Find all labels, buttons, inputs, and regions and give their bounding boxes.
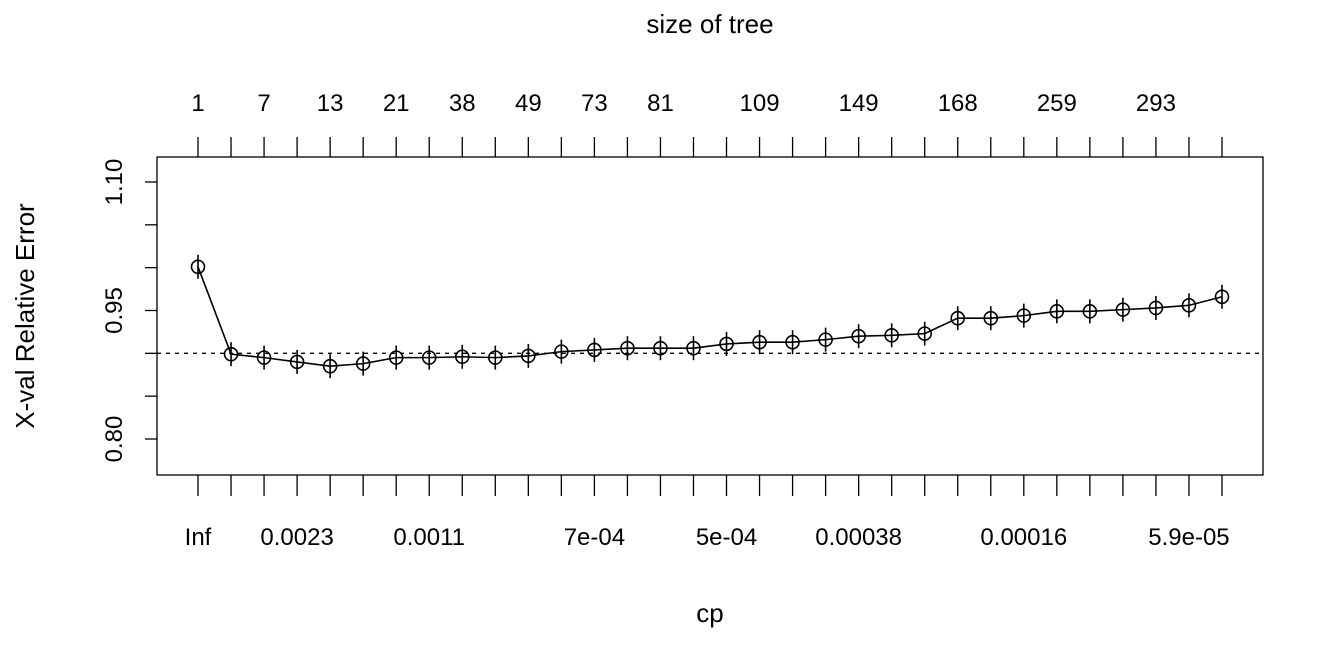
data-point-marker <box>1148 300 1164 316</box>
data-point-marker <box>983 310 999 326</box>
top-tick-label: 7 <box>257 90 270 117</box>
top-tick-label: 168 <box>938 90 978 117</box>
bottom-tick-label: 0.00016 <box>980 524 1067 551</box>
data-point-marker <box>950 310 966 326</box>
x-axis-title: cp <box>696 598 723 628</box>
xerror-line <box>197 266 1223 367</box>
data-point-marker <box>1082 304 1098 319</box>
data-point-marker <box>322 358 338 374</box>
top-axis-size-of-tree: 1 7 13 21 38 49 73 81 109 149 168 259 293 <box>191 90 1223 157</box>
data-point-marker <box>554 344 569 359</box>
bottom-tick-label: 5e-04 <box>696 524 757 551</box>
data-point-marker <box>1115 302 1131 317</box>
data-point-marker <box>686 340 701 356</box>
data-point-marker <box>1016 308 1032 323</box>
top-tick-label: 1 <box>191 90 204 117</box>
data-point-marker <box>190 259 206 275</box>
top-tick-label: 49 <box>515 90 542 117</box>
data-point-marker <box>521 348 536 364</box>
y-tick-label: 0.95 <box>101 287 128 334</box>
data-point-marker <box>719 336 734 352</box>
data-point-marker <box>1181 298 1197 313</box>
top-tick-label: 38 <box>449 90 476 117</box>
top-tick-label: 293 <box>1136 90 1176 117</box>
y-axis: 0.80 0.95 1.10 <box>101 159 157 463</box>
data-point-marker <box>884 328 899 343</box>
top-tick-label: 109 <box>740 90 780 117</box>
data-point-marker <box>1049 304 1065 319</box>
xerror-series <box>190 254 1230 379</box>
y-tick-label: 1.10 <box>101 159 128 206</box>
data-point-marker <box>620 340 635 356</box>
data-point-marker <box>653 340 668 356</box>
bottom-tick-label: 5.9e-05 <box>1148 524 1229 551</box>
bottom-tick-label: Inf <box>185 524 212 551</box>
top-tick-label: 149 <box>839 90 879 117</box>
data-point-marker <box>1214 289 1230 305</box>
data-point-marker <box>289 354 305 370</box>
top-tick-label: 73 <box>581 90 608 117</box>
data-point-marker <box>785 334 800 350</box>
data-point-marker <box>752 334 767 350</box>
bottom-tick-label: 0.0023 <box>260 524 333 551</box>
plot-frame <box>156 156 1264 476</box>
data-point-marker <box>487 350 503 365</box>
top-tick-label: 13 <box>317 90 344 117</box>
top-tick-label: 81 <box>647 90 674 117</box>
top-tick-label: 21 <box>383 90 410 117</box>
bottom-tick-label: 0.00038 <box>815 524 902 551</box>
data-point-marker <box>223 346 239 362</box>
data-point-marker <box>421 350 437 365</box>
data-point-marker <box>917 326 933 341</box>
data-point-marker <box>587 342 602 358</box>
data-point-marker <box>851 328 866 344</box>
bottom-tick-label: 0.0011 <box>393 524 465 551</box>
data-point-marker <box>355 356 371 371</box>
bottom-axis-cp: Inf 0.0023 0.0011 7e-04 5e-04 0.00038 0.00016 5… <box>185 475 1230 551</box>
data-point-marker <box>818 332 833 347</box>
bottom-tick-label: 7e-04 <box>564 524 625 551</box>
y-tick-label: 0.80 <box>101 416 128 463</box>
data-point-marker <box>388 350 404 365</box>
data-point-marker <box>454 349 470 365</box>
data-point-marker <box>256 350 272 365</box>
y-axis-title: X-val Relative Error <box>10 203 40 429</box>
top-tick-label: 259 <box>1037 90 1077 117</box>
top-axis-title: size of tree <box>646 9 773 39</box>
